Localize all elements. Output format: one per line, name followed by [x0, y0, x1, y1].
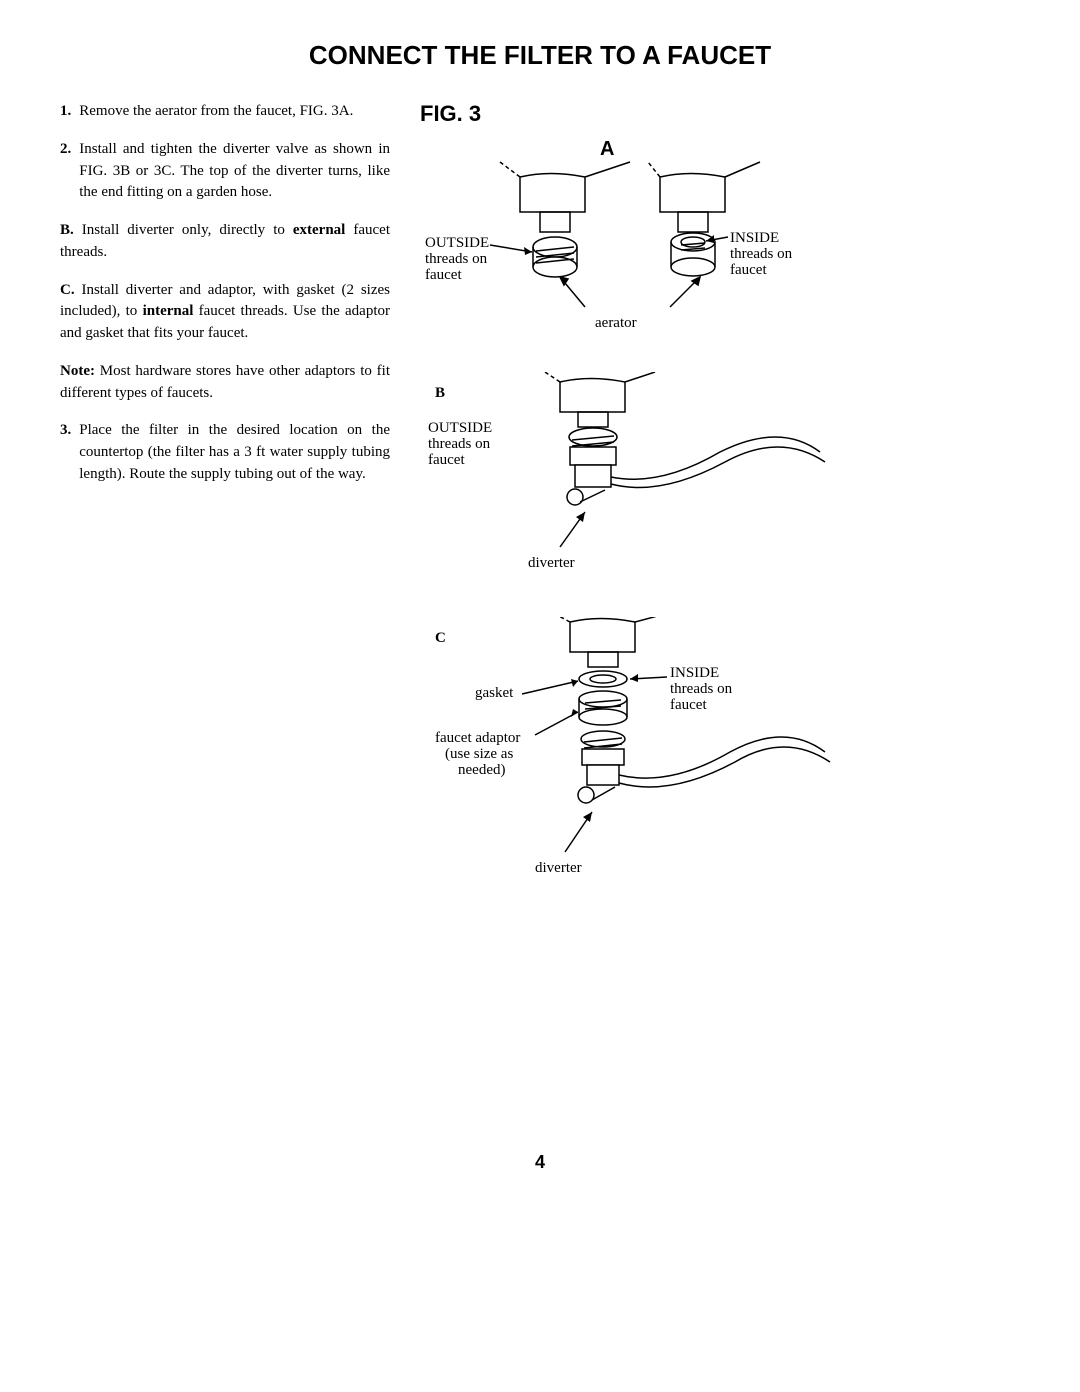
step-2-text: Install and tighten the diverter valve a… [79, 139, 390, 204]
panel-a: A [420, 137, 1020, 352]
step-1: 1. Remove the aerator from the faucet, F… [60, 101, 390, 123]
para-c-bold1: C. [60, 282, 75, 298]
para-b-bold1: B. [60, 222, 74, 238]
diagram-c: C [420, 617, 850, 897]
panel-b: B [420, 372, 1020, 597]
label-a: A [600, 138, 614, 160]
a-inside-1: INSIDE [730, 230, 779, 246]
page-title: CONNECT THE FILTER TO A FAUCET [60, 40, 1020, 71]
para-b: B. Install diverter only, directly to ex… [60, 220, 390, 264]
diagram-b: B [420, 372, 850, 592]
note: Note: Most hardware stores have other ad… [60, 361, 390, 405]
content-area: 1. Remove the aerator from the faucet, F… [60, 101, 1020, 922]
c-adaptor-3: needed) [458, 762, 505, 778]
b-outside-2: threads on [428, 436, 491, 452]
a-inside-3: faucet [730, 262, 767, 278]
diagram-a: A [420, 137, 840, 347]
c-adaptor-1: faucet adaptor [435, 730, 520, 746]
a-outside-3: faucet [425, 267, 462, 283]
label-b: B [435, 385, 445, 401]
page-number: 4 [60, 1152, 1020, 1173]
para-b-bold2: external [293, 222, 345, 238]
para-b-t1: Install diverter only, directly to [74, 222, 293, 238]
text-column: 1. Remove the aerator from the faucet, F… [60, 101, 390, 922]
step-3-text: Place the filter in the desired location… [79, 420, 390, 485]
para-c-bold2: internal [143, 303, 194, 319]
c-inside-2: threads on [670, 681, 733, 697]
c-inside-3: faucet [670, 697, 707, 713]
note-text: Most hardware stores have other adaptors… [60, 363, 390, 401]
figure-column: FIG. 3 A [420, 101, 1020, 922]
para-c: C. Install diverter and adaptor, with ga… [60, 280, 390, 345]
a-outside-2: threads on [425, 251, 488, 267]
step-1-num: 1. [60, 101, 71, 123]
c-inside-1: INSIDE [670, 665, 719, 681]
step-1-text: Remove the aerator from the faucet, FIG.… [79, 101, 353, 123]
a-outside-1: OUTSIDE [425, 235, 489, 251]
note-bold: Note: [60, 363, 95, 379]
c-adaptor-2: (use size as [445, 746, 513, 762]
step-3: 3. Place the filter in the desired locat… [60, 420, 390, 485]
b-outside-1: OUTSIDE [428, 420, 492, 436]
a-inside-2: threads on [730, 246, 793, 262]
fig-label: FIG. 3 [420, 101, 1020, 127]
label-c: C [435, 630, 446, 646]
step-2: 2. Install and tighten the diverter valv… [60, 139, 390, 204]
step-3-num: 3. [60, 420, 71, 485]
c-diverter: diverter [535, 860, 582, 876]
a-aerator: aerator [595, 315, 637, 331]
step-2-num: 2. [60, 139, 71, 204]
b-diverter: diverter [528, 555, 575, 571]
b-outside-3: faucet [428, 452, 465, 468]
panel-c: C [420, 617, 1020, 902]
c-gasket: gasket [475, 685, 514, 701]
